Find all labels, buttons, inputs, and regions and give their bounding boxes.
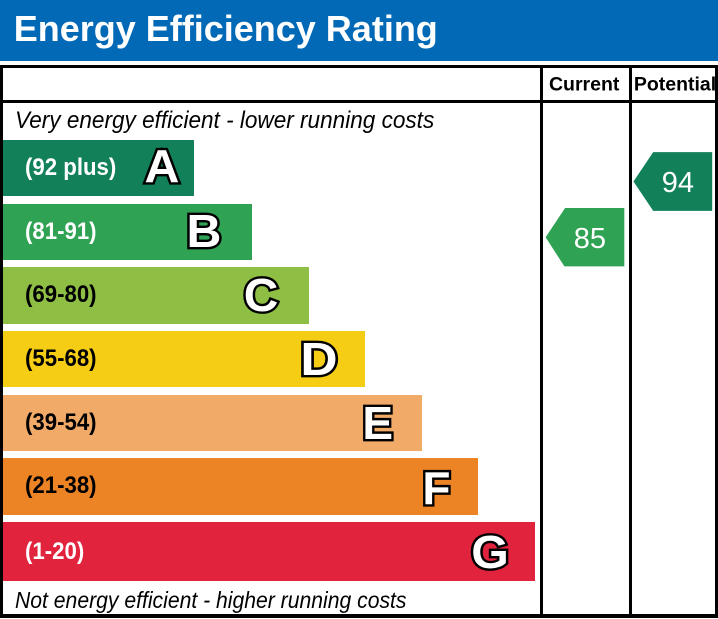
svg-text:94: 94 xyxy=(662,167,694,199)
svg-text:85: 85 xyxy=(574,223,606,255)
